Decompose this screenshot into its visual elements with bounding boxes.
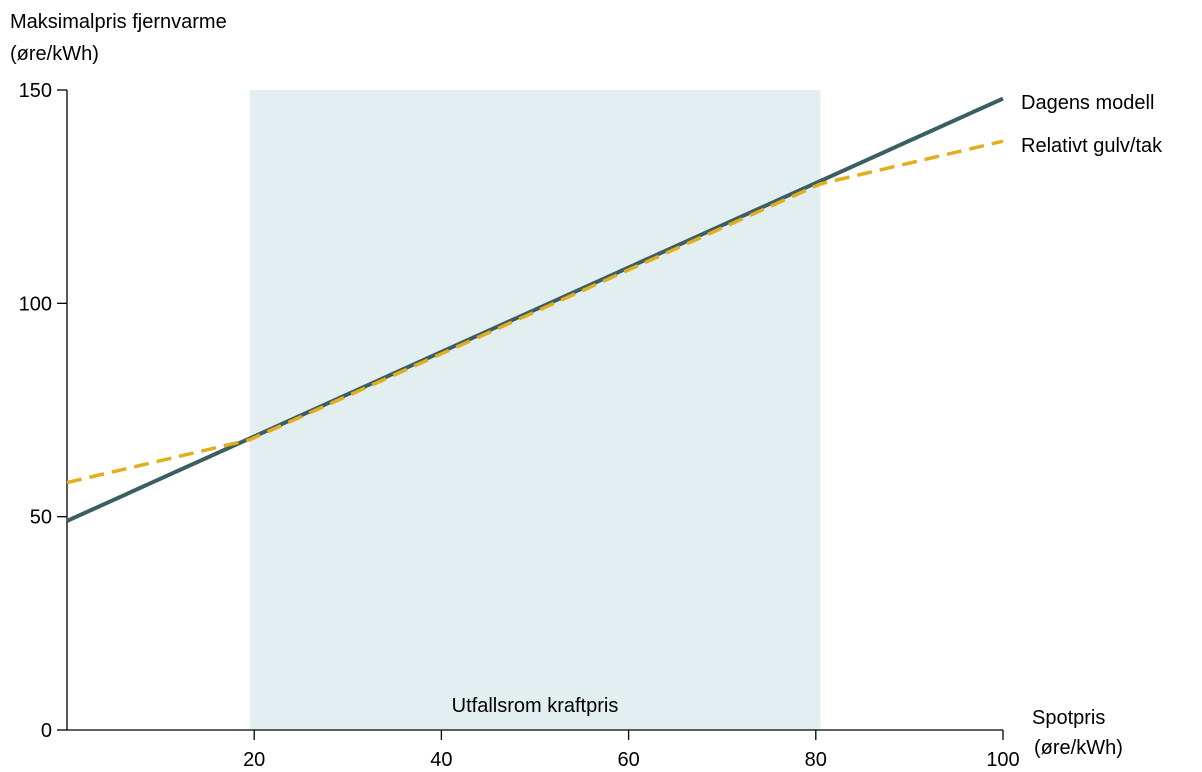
y-tick-label: 100 (19, 293, 52, 315)
x-tick-label: 100 (986, 749, 1019, 771)
legend-label: Dagens modell (1021, 92, 1154, 114)
y-axis-title-line2: (øre/kWh) (10, 43, 99, 65)
y-tick-label: 0 (41, 720, 52, 742)
x-axis-title-line1: Spotpris (1032, 707, 1105, 729)
axes (66, 90, 1003, 731)
y-tick-label: 150 (19, 80, 52, 102)
shaded-region-label: Utfallsrom kraftpris (452, 695, 619, 717)
legend: Dagens modell Relativt gulv/tak (1021, 92, 1163, 157)
shaded-region (249, 90, 821, 730)
legend-label: Relativt gulv/tak (1021, 135, 1163, 157)
series-lines (66, 96, 1004, 523)
y-tick-label: 50 (30, 507, 52, 529)
series-line-1 (66, 96, 1004, 523)
x-tick-label: 80 (805, 749, 827, 771)
y-ticks: 0 50 100 150 (19, 80, 67, 742)
shaded-region-group: Utfallsrom kraftpris (249, 90, 821, 730)
x-tick-label: 20 (243, 749, 265, 771)
y-axis-title-line1: Maksimalpris fjernvarme (10, 11, 227, 33)
series-line-2 (66, 139, 1004, 485)
x-axis-title-line2: (øre/kWh) (1034, 737, 1123, 759)
x-ticks: 20 40 60 80 100 (243, 730, 1020, 771)
x-tick-label: 60 (617, 749, 639, 771)
x-tick-label: 40 (430, 749, 452, 771)
